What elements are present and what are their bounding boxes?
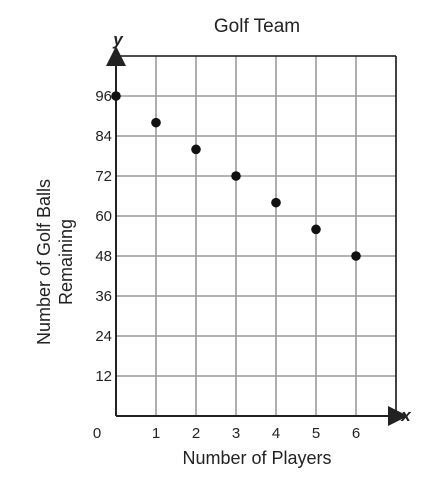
- y-tick-label: 48: [95, 248, 112, 265]
- x-axis-variable: x: [400, 406, 412, 425]
- data-point: [271, 197, 281, 208]
- data-point: [191, 144, 201, 155]
- y-tick-label: 60: [95, 208, 112, 225]
- y-axis-variable: y: [112, 30, 124, 49]
- y-axis-title-line-1: Number of Golf Balls: [34, 179, 54, 345]
- data-point: [111, 91, 121, 101]
- axes: [106, 46, 408, 426]
- x-tick-label: 1: [152, 425, 160, 442]
- data-point: [231, 171, 241, 181]
- x-tick-label: 4: [272, 425, 280, 442]
- x-tick-label: 2: [192, 425, 200, 442]
- grid: [116, 55, 397, 416]
- x-axis-title: Number of Players: [182, 448, 331, 468]
- y-tick-label: 36: [95, 288, 112, 305]
- chart-title: Golf Team: [214, 16, 300, 37]
- y-tick-label: 96: [95, 88, 112, 105]
- y-tick-label: 84: [95, 128, 112, 145]
- data-point: [311, 224, 321, 235]
- data-point: [351, 251, 361, 261]
- y-tick-label: 24: [95, 328, 112, 345]
- x-tick-label: 3: [232, 425, 240, 442]
- y-tick-label: 12: [95, 368, 112, 385]
- x-tick-label: 6: [352, 425, 360, 442]
- origin-label: 0: [93, 425, 101, 442]
- y-axis-title-line-2: Remaining: [56, 219, 76, 305]
- data-points: [111, 91, 361, 261]
- data-point: [151, 117, 161, 128]
- y-tick-label: 72: [95, 168, 112, 185]
- x-tick-label: 5: [312, 425, 320, 442]
